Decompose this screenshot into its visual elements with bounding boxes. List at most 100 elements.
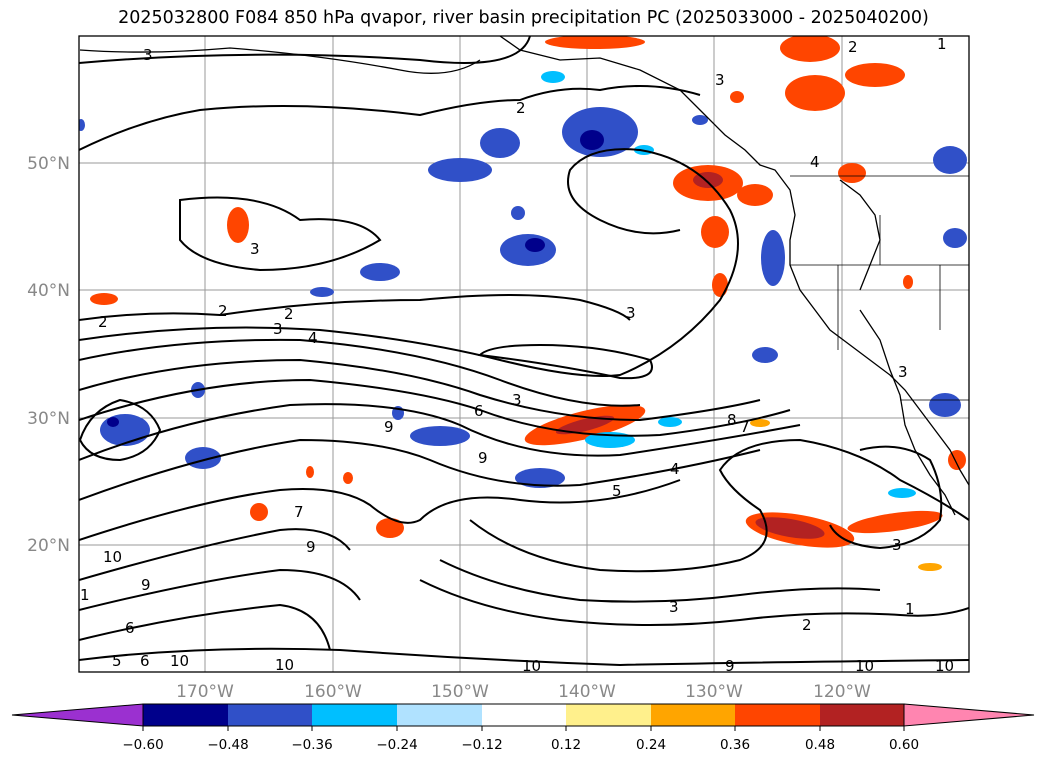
contour-label: 6 [140,652,150,670]
contour-label-group: 3 2 2 2 2 3 4 3 6 3 9 9 8 7 4 5 7 9 10 9… [80,36,954,675]
contour-label: 2 [284,305,294,323]
precip-area [918,563,942,571]
precip-area [712,273,728,297]
precip-area [658,417,682,427]
lon-label: 120°W [813,682,871,702]
contour-label: 8 [727,411,737,429]
colorbar-segment [312,704,397,726]
colorbar-tick-label: −0.60 [122,737,163,753]
precip-area [903,275,913,289]
contour-label: 10 [103,548,122,566]
colorbar-extend-left [11,703,144,727]
precip-area [838,163,866,183]
colorbar-segment [228,704,312,726]
contour-label: 2 [516,99,526,117]
contour-label: 4 [670,460,680,478]
precip-negative-areas [79,71,967,498]
contour-label: 9 [306,538,316,556]
contour-label: 3 [273,320,283,338]
contour-label: 1 [80,586,90,604]
contour-label: 5 [112,652,122,670]
lat-label: 30°N [27,409,70,429]
colorbar-segment [651,704,735,726]
precip-area [100,414,150,446]
contour-label: 10 [275,656,294,674]
contour-label: 3 [898,363,908,381]
colorbar-tick-label: −0.36 [291,737,332,753]
precip-area [943,228,967,248]
contour-label: 2 [218,302,228,320]
precip-area [701,216,729,248]
contour-label: 10 [935,657,954,675]
longitude-labels: 170°W 160°W 150°W 140°W 130°W 120°W [176,682,871,702]
precip-area [343,472,353,484]
colorbar-tick-label: −0.12 [461,737,502,753]
colorbar-tick-label: −0.48 [207,737,248,753]
precip-area [107,417,119,427]
lon-label: 160°W [304,682,362,702]
precip-area [755,517,825,539]
precip-area [360,263,400,281]
colorbar-segment [735,704,820,726]
precip-area [541,71,565,83]
precip-area [90,293,118,305]
contour-label: 9 [478,449,488,467]
contour-label: 3 [715,71,725,89]
colorbar-tick-label: 0.60 [889,737,919,753]
colorbar-tick-label: 0.48 [805,737,835,753]
contour-label: 5 [612,482,622,500]
contour-label: 10 [170,652,189,670]
lat-label: 50°N [27,154,70,174]
contour-label: 10 [855,657,874,675]
contour-label: 6 [474,402,484,420]
contour-label: 9 [141,576,151,594]
lon-label: 170°W [176,682,234,702]
lon-label: 140°W [558,682,616,702]
precip-area [752,347,778,363]
precip-area [730,91,744,103]
contour-label: 7 [740,418,750,436]
colorbar-segment [143,704,228,726]
precip-area [376,518,404,538]
colorbar-segment [566,704,651,726]
lat-label: 20°N [27,536,70,556]
contour-label: 1 [905,600,915,618]
latitude-labels: 50°N 40°N 30°N 20°N [27,154,70,556]
precip-area [761,230,785,286]
chart-title: 2025032800 F084 850 hPa qvapor, river ba… [118,8,929,28]
lon-label: 130°W [685,682,743,702]
colorbar-segment [482,704,566,726]
contour-label: 4 [810,153,820,171]
precip-area [929,393,961,417]
colorbar-tick-label: 0.12 [551,737,581,753]
colorbar-tick-label: 0.24 [636,737,666,753]
precip-area [780,36,840,62]
precip-area [692,115,708,125]
map-frame [78,35,970,673]
contour-label: 3 [669,598,679,616]
contour-label: 3 [892,536,902,554]
contour-label: 4 [308,329,318,347]
precip-positive-areas [90,36,966,571]
precip-area [847,510,943,534]
precip-area [545,36,645,49]
precip-area [511,206,525,220]
precip-area [580,130,604,150]
contour-label: 3 [512,391,522,409]
precip-area [562,107,638,157]
precip-area [845,63,905,87]
contour-label: 3 [143,46,153,64]
colorbar-segment [820,704,904,726]
precip-area [555,415,615,435]
map-background [79,36,969,672]
precip-area [737,184,773,206]
contour-label: 3 [626,304,636,322]
precip-area [480,128,520,158]
contour-label: 2 [848,38,858,56]
precip-area [525,238,545,252]
precip-area [250,503,268,521]
precip-area [306,466,314,478]
contour-label: 9 [384,418,394,436]
contour-label: 9 [725,657,735,675]
